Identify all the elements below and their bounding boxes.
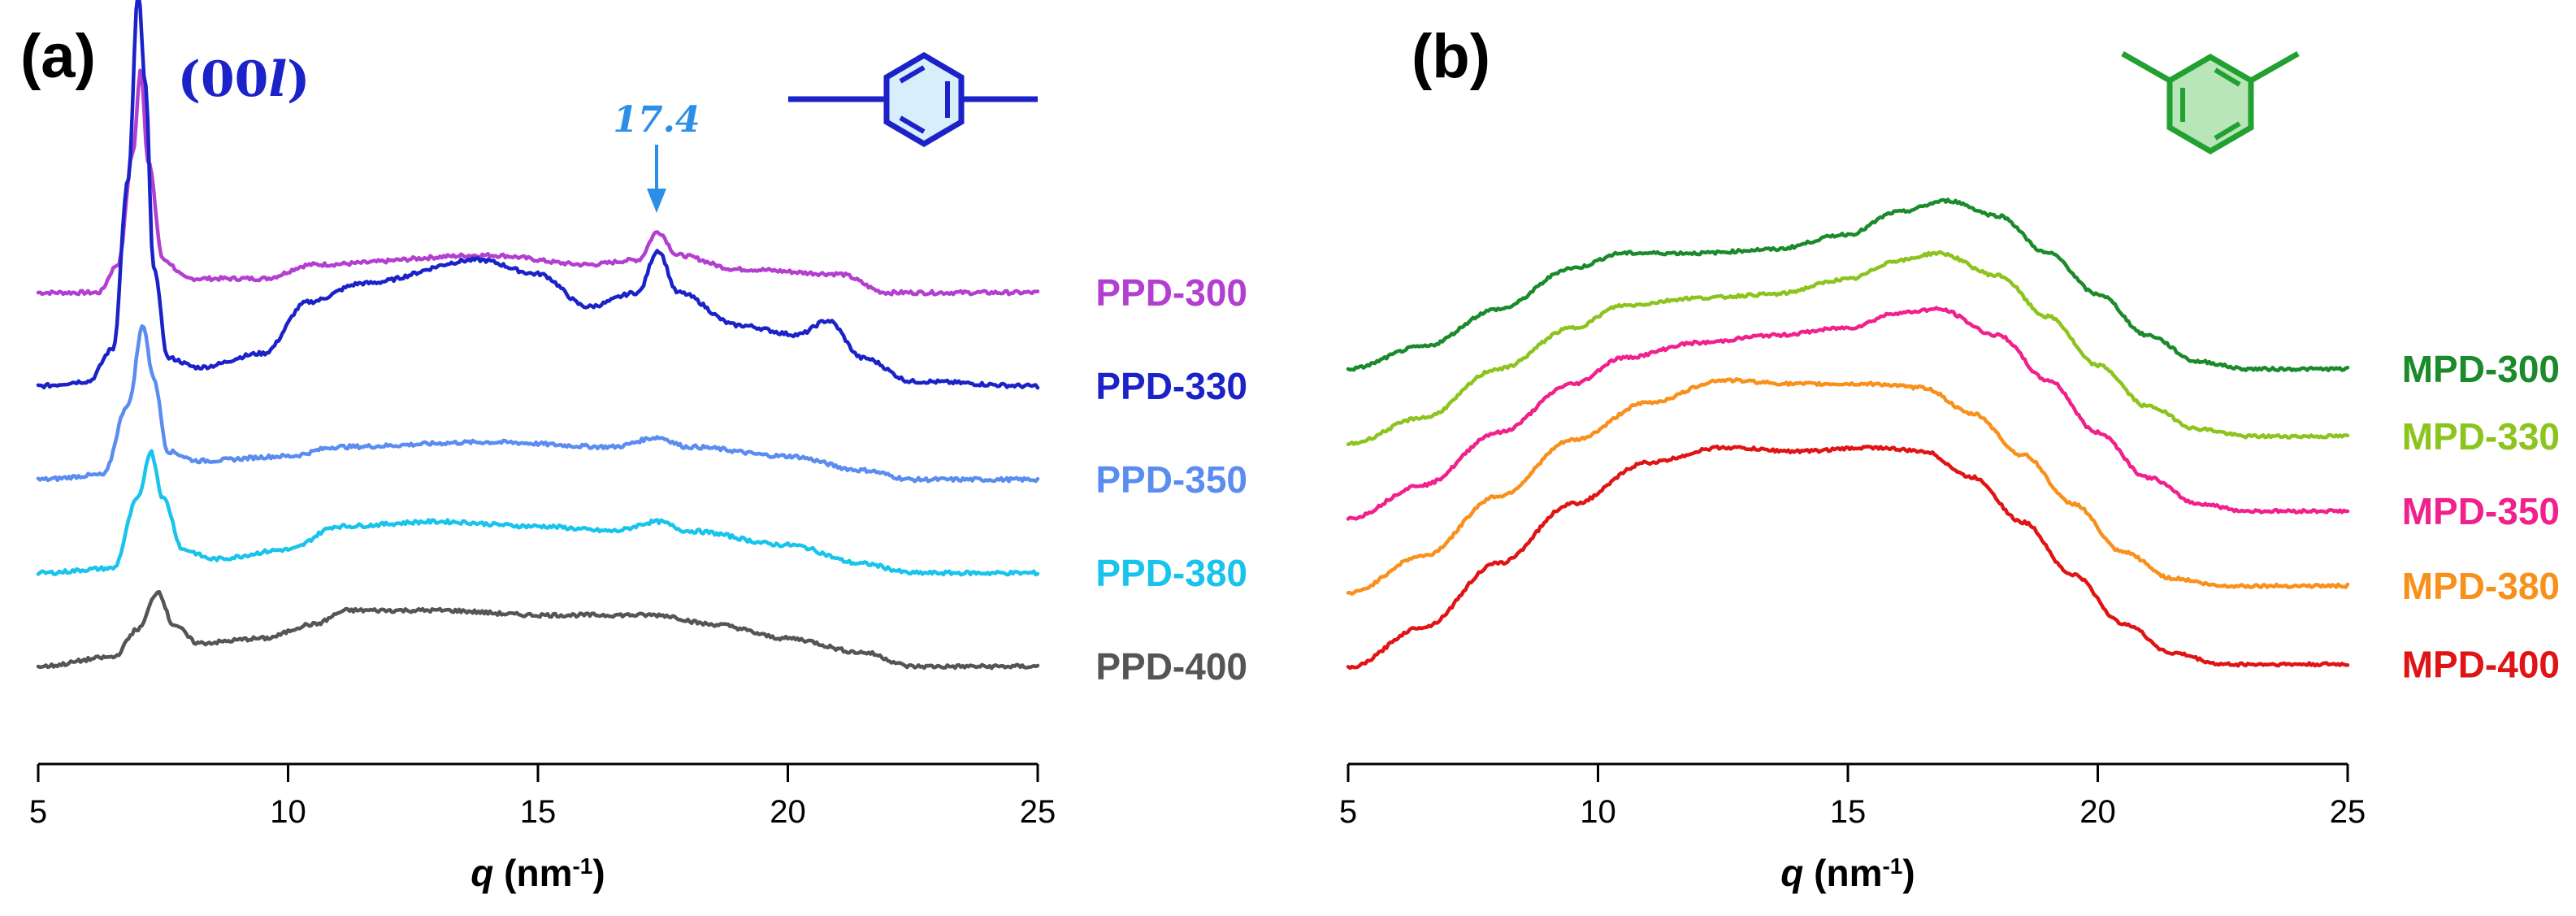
annotation-17-4: 17.4 — [613, 99, 700, 141]
x-ticks-b: 5 10 15 20 25 — [1339, 764, 2366, 830]
x-axis-title-a: q (nm-1) — [471, 852, 605, 894]
series-line-mpd-330 — [1346, 250, 2350, 446]
x-tick-label-b-20: 20 — [2079, 794, 2116, 830]
series-line-mpd-350 — [1346, 306, 2350, 521]
x-tick-label-b-10: 10 — [1580, 794, 1616, 830]
panel-a: (a) 5 10 15 20 25 q (nm-1) PPD-300PPD-330PPD… — [20, 0, 1247, 894]
x-tick-label-b-5: 5 — [1339, 794, 1357, 830]
x-tick-label-a-25: 25 — [1020, 794, 1056, 830]
curves-a — [36, 0, 1040, 671]
panel-label-b: (b) — [1412, 22, 1490, 91]
x-tick-label-b-15: 15 — [1830, 794, 1867, 830]
x-tick-label-a-10: 10 — [270, 794, 306, 830]
panel-b: (b) 5 10 15 20 25 q (nm-1) MPD-300MPD-330MPD… — [1339, 22, 2560, 894]
series-line-ppd-300 — [36, 68, 1040, 297]
series-label-mpd-330: MPD-330 — [2402, 415, 2560, 458]
arrow-down-icon — [647, 145, 666, 213]
curves-b — [1346, 198, 2350, 671]
x-tick-label-b-25: 25 — [2330, 794, 2366, 830]
series-labels-b: MPD-300 MPD-330 MPD-350 MPD-380 MPD-400 — [2402, 348, 2560, 685]
series-label-mpd-300: MPD-300 — [2402, 348, 2560, 390]
x-axis-title-b: q (nm-1) — [1780, 852, 1915, 894]
series-label-ppd-400: PPD-400 — [1095, 645, 1247, 688]
series-line-mpd-400 — [1346, 444, 2350, 671]
series-label-mpd-380: MPD-380 — [2402, 565, 2560, 607]
series-line-ppd-330 — [36, 0, 1040, 390]
series-line-mpd-380 — [1346, 377, 2350, 596]
para-benzene-structure-icon — [788, 51, 1038, 148]
series-labels-a: PPD-300 PPD-330 PPD-350 PPD-380 PPD-400 — [1095, 271, 1247, 688]
series-label-ppd-330: PPD-330 — [1095, 365, 1247, 407]
series-label-mpd-350: MPD-350 — [2402, 490, 2560, 532]
x-tick-label-a-20: 20 — [770, 794, 806, 830]
series-label-mpd-400: MPD-400 — [2402, 643, 2560, 685]
panel-label-a: (a) — [20, 22, 96, 91]
series-line-ppd-380 — [36, 449, 1040, 577]
x-tick-label-a-15: 15 — [520, 794, 557, 830]
series-line-ppd-400 — [36, 589, 1040, 671]
peak-label-00l: (00l) — [177, 51, 310, 108]
meta-benzene-structure-icon — [2121, 50, 2300, 155]
series-line-ppd-350 — [36, 323, 1040, 484]
series-line-mpd-300 — [1346, 198, 2350, 373]
x-ticks-a: 5 10 15 20 25 — [29, 764, 1056, 830]
x-tick-label-a-5: 5 — [29, 794, 47, 830]
series-label-ppd-380: PPD-380 — [1095, 552, 1247, 594]
series-label-ppd-350: PPD-350 — [1095, 458, 1247, 501]
series-label-ppd-300: PPD-300 — [1095, 271, 1247, 314]
